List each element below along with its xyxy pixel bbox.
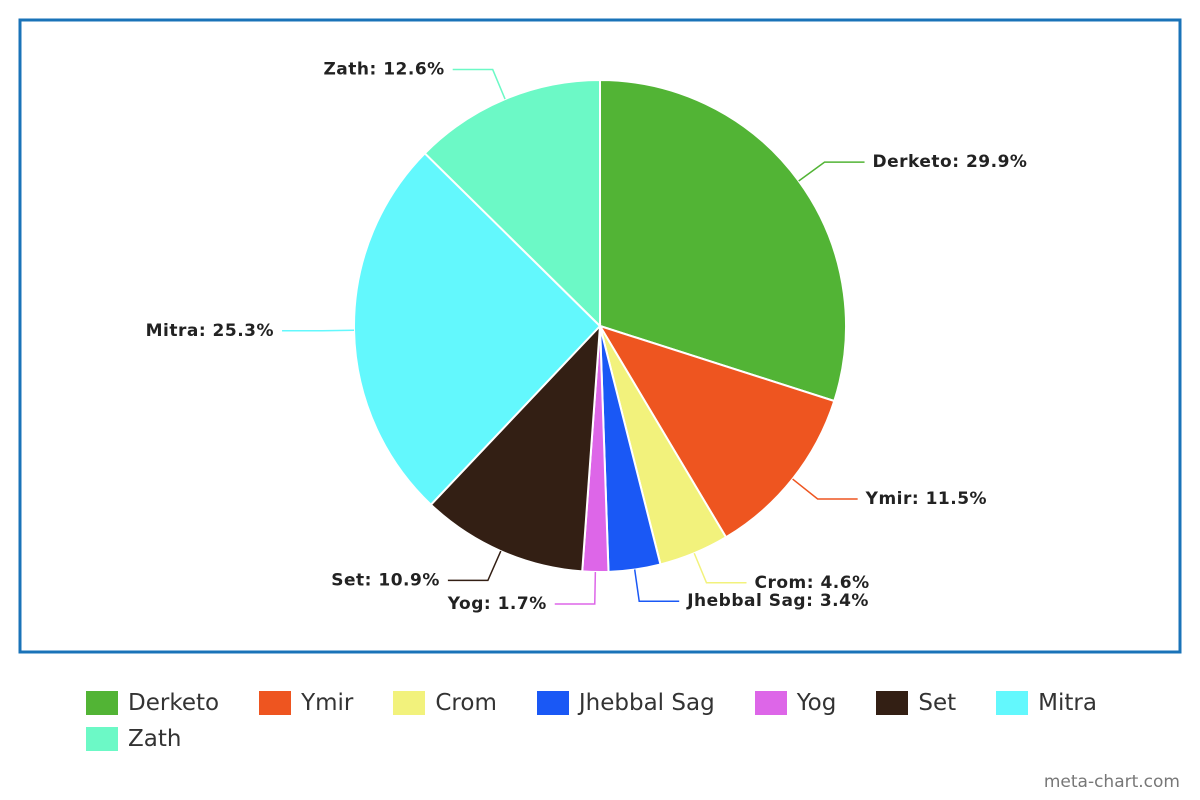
legend: Derketo Ymir Crom Jhebbal Sag Yog Set Mitra Zat… xyxy=(86,688,1146,754)
legend-label: Mitra xyxy=(1038,690,1097,716)
legend-label: Yog xyxy=(796,690,837,716)
leader-line xyxy=(693,552,747,584)
data-label: Jhebbal Sag: 3.4% xyxy=(686,591,869,611)
data-label: Set: 10.9% xyxy=(331,570,440,590)
data-label: Yog: 1.7% xyxy=(447,594,547,614)
data-label: Mitra: 25.3% xyxy=(146,321,274,341)
leader-line xyxy=(447,550,502,582)
legend-swatch xyxy=(86,727,118,751)
leader-line xyxy=(798,161,865,182)
legend-label: Jhebbal Sag xyxy=(578,690,715,716)
legend-item[interactable]: Mitra xyxy=(996,688,1097,718)
leader-line xyxy=(554,571,597,605)
legend-swatch xyxy=(996,691,1029,715)
legend-swatch xyxy=(393,691,426,715)
legend-item[interactable]: Yog xyxy=(754,688,837,718)
legend-swatch xyxy=(259,691,292,715)
watermark: meta-chart.com xyxy=(1043,772,1180,792)
leader-line xyxy=(282,329,355,332)
legend-item[interactable]: Jhebbal Sag xyxy=(536,688,715,718)
legend-item[interactable]: Crom xyxy=(393,688,497,718)
leader-line xyxy=(792,478,858,500)
legend-label: Crom xyxy=(435,690,497,716)
legend-item[interactable]: Zath xyxy=(86,724,181,754)
legend-item[interactable]: Ymir xyxy=(259,688,353,718)
data-label: Zath: 12.6% xyxy=(323,60,444,80)
chart: Derketo: 29.9% Ymir: 11.5% Crom: 4.6%Jhebb… xyxy=(18,18,1182,654)
data-label: Derketo: 29.9% xyxy=(873,152,1028,172)
legend-label: Derketo xyxy=(128,690,220,716)
chart-border xyxy=(18,18,1182,654)
legend-swatch xyxy=(754,691,787,715)
pie-slice xyxy=(597,324,836,539)
pie-slice xyxy=(423,78,601,329)
legend-label: Ymir xyxy=(301,690,354,716)
pie-slice xyxy=(599,78,847,403)
data-label: Crom: 4.6% xyxy=(754,573,869,593)
legend-label: Set xyxy=(918,690,957,716)
leader-line xyxy=(452,68,506,100)
data-label: Ymir: 11.5% xyxy=(865,489,987,509)
pie-slice xyxy=(429,323,602,573)
legend-swatch xyxy=(536,691,569,715)
leader-line xyxy=(633,569,680,602)
legend-swatch xyxy=(876,691,909,715)
legend-label: Zath xyxy=(128,726,182,752)
legend-item[interactable]: Derketo xyxy=(86,688,219,718)
legend-item[interactable]: Set xyxy=(876,688,956,718)
legend-swatch xyxy=(86,691,118,715)
